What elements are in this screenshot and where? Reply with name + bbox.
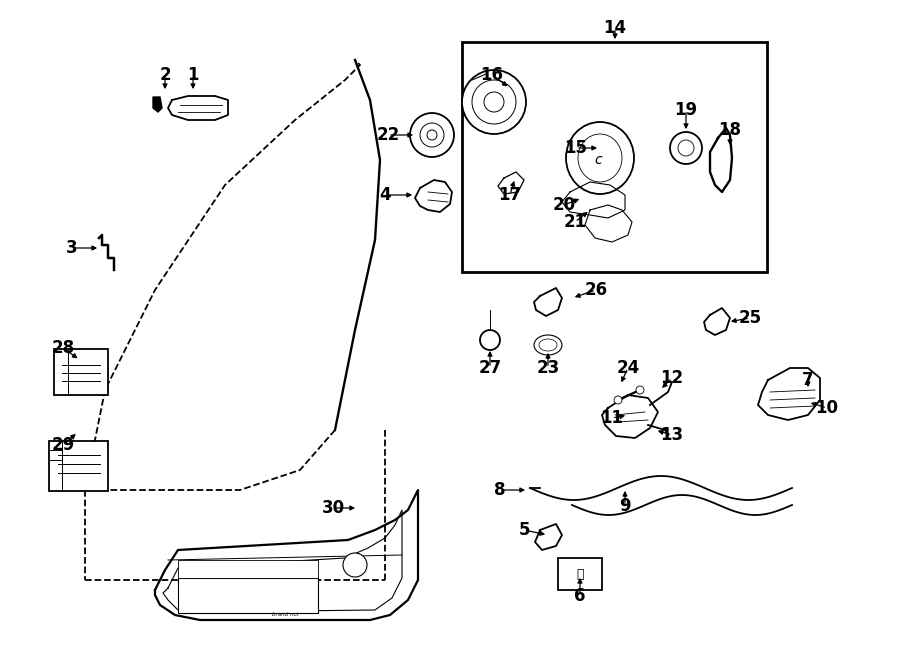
Text: brand not: brand not bbox=[272, 613, 299, 617]
Text: c: c bbox=[594, 153, 602, 167]
Ellipse shape bbox=[566, 122, 634, 194]
Polygon shape bbox=[568, 133, 592, 155]
Text: 15: 15 bbox=[564, 139, 588, 157]
Polygon shape bbox=[534, 288, 562, 316]
Text: 20: 20 bbox=[553, 196, 576, 214]
Text: 14: 14 bbox=[603, 19, 626, 37]
FancyBboxPatch shape bbox=[54, 349, 108, 395]
Polygon shape bbox=[704, 308, 730, 335]
Text: 3: 3 bbox=[67, 239, 77, 257]
Text: 7: 7 bbox=[802, 371, 814, 389]
Text: 12: 12 bbox=[661, 369, 684, 387]
Text: 16: 16 bbox=[481, 66, 503, 84]
Text: 19: 19 bbox=[674, 101, 698, 119]
Text: 13: 13 bbox=[661, 426, 684, 444]
Text: 18: 18 bbox=[718, 121, 742, 139]
Bar bbox=[462, 42, 767, 272]
Ellipse shape bbox=[539, 339, 557, 351]
Text: 26: 26 bbox=[584, 281, 608, 299]
Circle shape bbox=[427, 130, 437, 140]
Bar bbox=[178, 560, 318, 578]
Text: 1: 1 bbox=[187, 66, 199, 84]
Polygon shape bbox=[758, 368, 820, 420]
Circle shape bbox=[420, 123, 444, 147]
Ellipse shape bbox=[578, 134, 622, 182]
Text: 25: 25 bbox=[738, 309, 761, 327]
Polygon shape bbox=[415, 180, 452, 212]
Circle shape bbox=[678, 140, 694, 156]
Text: 5: 5 bbox=[518, 521, 530, 539]
Text: 21: 21 bbox=[563, 213, 587, 231]
Circle shape bbox=[462, 70, 526, 134]
Text: 4: 4 bbox=[379, 186, 391, 204]
Circle shape bbox=[410, 113, 454, 157]
Circle shape bbox=[484, 92, 504, 112]
Text: 27: 27 bbox=[479, 359, 501, 377]
Circle shape bbox=[636, 386, 644, 394]
Text: 17: 17 bbox=[499, 186, 522, 204]
Text: 30: 30 bbox=[321, 499, 345, 517]
Circle shape bbox=[480, 330, 500, 350]
Text: 8: 8 bbox=[494, 481, 506, 499]
FancyBboxPatch shape bbox=[49, 441, 108, 491]
Ellipse shape bbox=[534, 335, 562, 355]
Bar bbox=[558, 558, 602, 590]
Circle shape bbox=[670, 132, 702, 164]
Circle shape bbox=[472, 80, 516, 124]
Text: 2: 2 bbox=[159, 66, 171, 84]
Text: 23: 23 bbox=[536, 359, 560, 377]
Circle shape bbox=[343, 553, 367, 577]
Polygon shape bbox=[602, 395, 658, 438]
Text: 6: 6 bbox=[574, 587, 586, 605]
Polygon shape bbox=[153, 97, 162, 112]
Text: 9: 9 bbox=[619, 497, 631, 515]
Text: 29: 29 bbox=[51, 436, 75, 454]
Text: ⓛ: ⓛ bbox=[576, 568, 584, 580]
Text: 10: 10 bbox=[815, 399, 839, 417]
Text: 22: 22 bbox=[376, 126, 400, 144]
Polygon shape bbox=[498, 172, 524, 194]
Text: 24: 24 bbox=[616, 359, 640, 377]
Polygon shape bbox=[535, 524, 562, 550]
Circle shape bbox=[614, 396, 622, 404]
Text: 28: 28 bbox=[51, 339, 75, 357]
Text: 11: 11 bbox=[600, 409, 624, 427]
Bar bbox=[178, 578, 318, 613]
